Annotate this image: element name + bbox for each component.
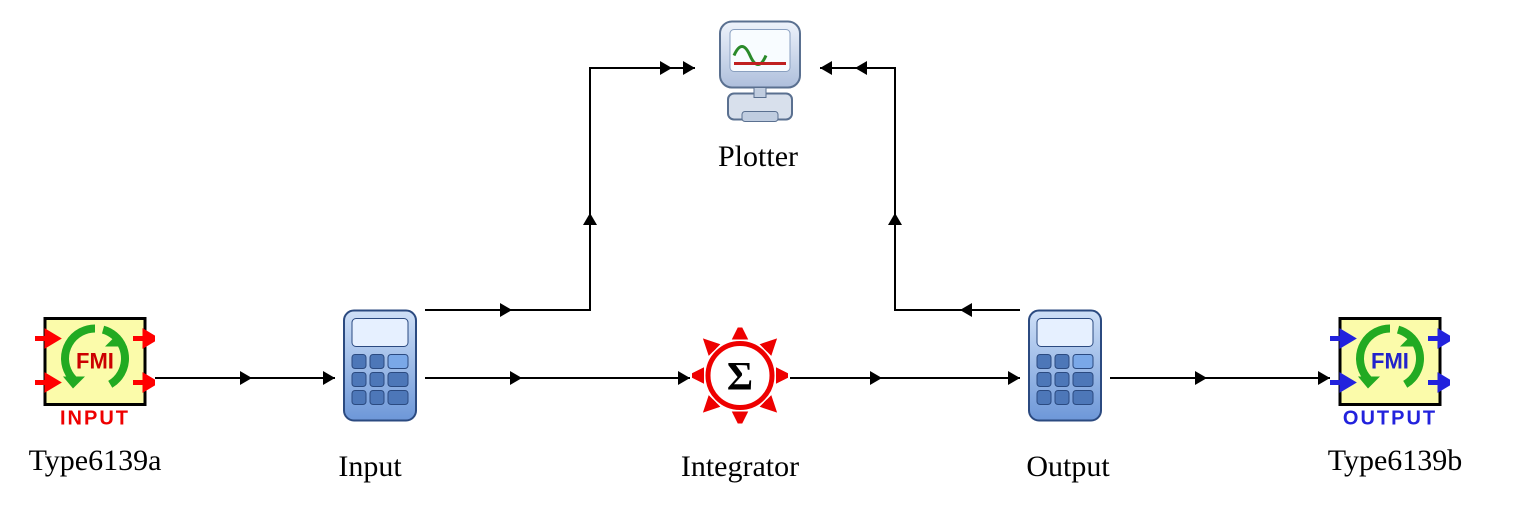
svg-text:Σ: Σ xyxy=(727,354,753,399)
svg-text:FMI: FMI xyxy=(1371,349,1409,374)
block-integrator[interactable]: Σ xyxy=(692,328,788,429)
svg-text:FMI: FMI xyxy=(76,349,114,374)
block-output[interactable] xyxy=(1023,307,1107,430)
block-type6139a[interactable]: FMI INPUT xyxy=(35,317,155,434)
block-type6139b[interactable]: FMI OUTPUT xyxy=(1330,317,1450,434)
edge-output-to-b xyxy=(1110,371,1330,385)
edge-a-to-input xyxy=(155,371,335,385)
edge-integrator-to-output xyxy=(790,371,1020,385)
label-integrator: Integrator xyxy=(681,450,799,484)
svg-text:OUTPUT: OUTPUT xyxy=(1343,408,1437,429)
edge-input-to-plotter xyxy=(425,61,695,317)
label-type6139b: Type6139b xyxy=(1328,444,1463,478)
edge-input-to-integrator xyxy=(425,371,690,385)
block-input[interactable] xyxy=(338,307,422,430)
diagram-canvas: FMI INPUT Type6139a xyxy=(0,0,1528,516)
svg-text:INPUT: INPUT xyxy=(60,408,130,429)
label-type6139a: Type6139a xyxy=(29,444,162,478)
block-plotter[interactable] xyxy=(700,16,820,141)
edge-output-to-plotter xyxy=(820,61,1020,317)
label-output: Output xyxy=(1026,450,1109,484)
label-plotter: Plotter xyxy=(718,140,798,174)
label-input: Input xyxy=(338,450,401,484)
